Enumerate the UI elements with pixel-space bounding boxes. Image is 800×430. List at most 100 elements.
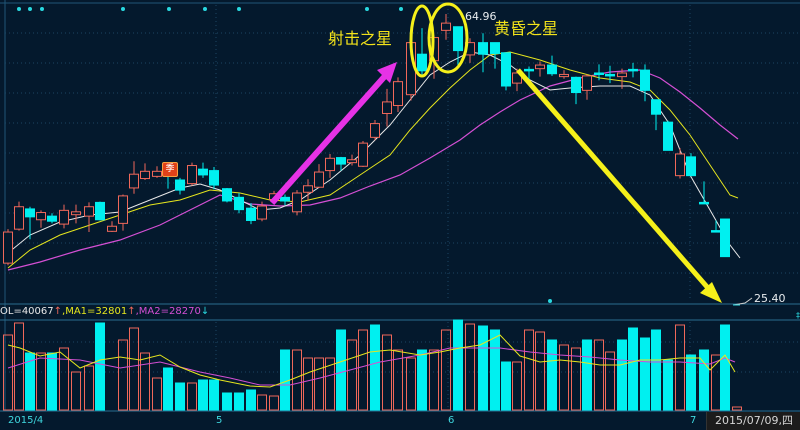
ma1-value: ,MA1=32801 (62, 306, 128, 317)
volume-bar (441, 329, 451, 411)
volume-bar (36, 352, 46, 411)
volume-bar (129, 327, 139, 411)
candle (699, 181, 709, 205)
volume-bar (675, 324, 685, 411)
candlesticks (3, 14, 730, 266)
x-tick-may: 5 (216, 415, 223, 426)
candle (3, 229, 13, 266)
candle (118, 194, 128, 231)
event-markers (17, 7, 552, 303)
volume-bar (512, 361, 522, 411)
volume-bar (209, 379, 219, 411)
candle (129, 161, 139, 194)
candle (71, 204, 81, 224)
volume-bar (605, 351, 615, 411)
volume-bar (699, 349, 709, 411)
volume-bar (14, 322, 24, 411)
volume-bar (651, 329, 661, 411)
volume-bar (571, 347, 581, 411)
candle (559, 70, 569, 79)
candle (663, 120, 673, 151)
volume-bar (314, 357, 324, 411)
candle (187, 162, 197, 186)
volume-bar (198, 379, 208, 411)
vol-up-arrow-icon: ↑ (53, 306, 63, 317)
volume-bar (234, 392, 244, 411)
evening-star-label: 黄昏之星 (494, 19, 559, 38)
candle (382, 88, 392, 127)
volume-bar (640, 337, 650, 411)
candle (686, 153, 696, 177)
season-report-badge[interactable]: 季 (162, 162, 178, 177)
candle (571, 76, 581, 105)
x-tick-july: 7 (690, 415, 697, 426)
low-price-leader (732, 297, 753, 306)
candle (257, 201, 267, 222)
candle (84, 202, 94, 233)
candle (453, 26, 463, 66)
volume-bar (720, 324, 730, 411)
volume-bar (370, 324, 380, 411)
svg-text:‡: ‡ (796, 311, 800, 320)
volume-bar (465, 323, 475, 411)
low-price-label: 25.40 (754, 292, 786, 305)
current-date-display: 2015/07/09,四 (706, 412, 800, 430)
candle (370, 119, 380, 141)
downtrend-arrow (516, 68, 722, 303)
volume-bar (152, 377, 162, 411)
volume-bar (71, 371, 81, 411)
volume-bar (175, 382, 185, 411)
volume-bar (582, 339, 592, 411)
candle (336, 156, 346, 171)
candle (222, 187, 232, 203)
ma1-up-arrow-icon: ↑ (127, 306, 136, 317)
candle (175, 177, 185, 195)
volume-bar (118, 339, 128, 411)
volume-bar (292, 349, 302, 411)
candle (209, 166, 219, 190)
volume-bar (453, 319, 463, 411)
volume-bar (3, 334, 13, 411)
candle (393, 77, 403, 113)
candle (303, 179, 313, 201)
candle (547, 55, 557, 76)
volume-bar (406, 357, 416, 411)
candle (95, 201, 105, 221)
candle (720, 218, 730, 258)
ma2-value: ,MA2=28270 (135, 306, 201, 317)
candle (651, 99, 661, 131)
volume-bar (559, 344, 569, 411)
candle (617, 68, 627, 89)
candle (628, 62, 638, 78)
volume-ma-lines (7, 334, 736, 388)
candle (675, 148, 685, 179)
candle (314, 164, 324, 188)
volume-bar (382, 334, 392, 411)
volume-bar (336, 329, 346, 411)
candle (358, 140, 368, 167)
volume-bar (628, 327, 638, 411)
candle (59, 204, 69, 229)
volume-bar (280, 349, 290, 411)
candle (594, 64, 604, 81)
candle (246, 203, 256, 225)
candle (640, 64, 650, 102)
volume-bar (501, 361, 511, 411)
candle (582, 74, 592, 100)
candle (280, 194, 290, 206)
volume-bar (59, 347, 69, 411)
volume-legend: OL=40067↑,MA1=32801↑,MA2=28270↓ (0, 306, 209, 317)
volume-bar (257, 394, 267, 411)
volume-bar (140, 352, 150, 411)
candle (14, 201, 24, 231)
volume-bar (478, 325, 488, 411)
volume-bar (490, 329, 500, 411)
volume-bar (732, 406, 742, 411)
volume-bar (303, 357, 313, 411)
volume-bar (663, 359, 673, 411)
evening-star-ellipse (427, 2, 469, 74)
candle (478, 33, 488, 73)
volume-bar (547, 339, 557, 411)
shooting-star-label: 射击之星 (328, 29, 393, 48)
